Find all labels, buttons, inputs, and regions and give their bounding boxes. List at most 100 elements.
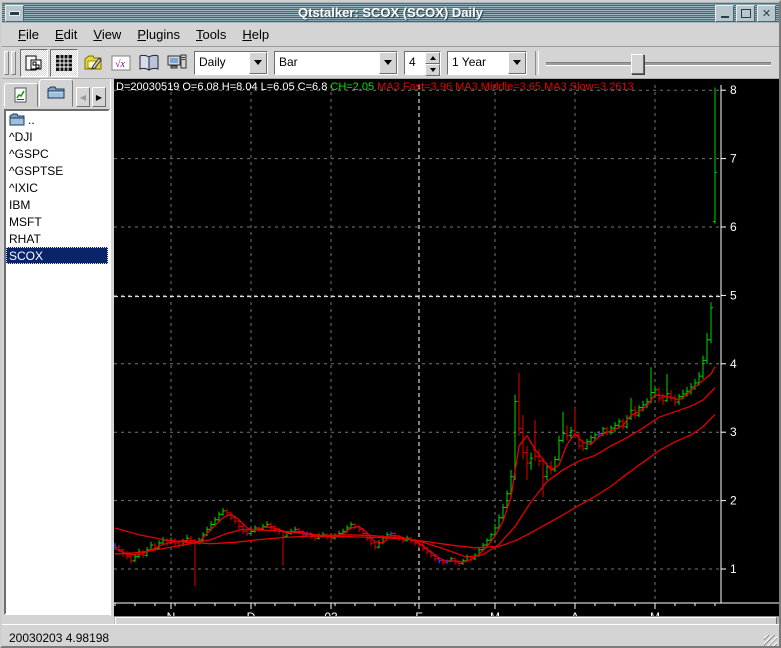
ohlc-bar — [541, 458, 545, 498]
side-panel-tabs: ◀ ▶ — [4, 79, 106, 107]
ohlc-bar — [701, 355, 705, 379]
ohlc-bar — [713, 87, 717, 224]
ohlc-bar — [221, 508, 225, 516]
info-segment: CH=2.05 — [330, 81, 378, 93]
ohlc-bar — [553, 456, 557, 472]
menu-edit[interactable]: Edit — [54, 27, 78, 42]
menu-file[interactable]: File — [18, 27, 39, 42]
ohlc-bar — [245, 529, 249, 537]
menu-plugins[interactable]: Plugins — [137, 27, 180, 42]
spin-down-icon[interactable] — [425, 63, 440, 76]
bar-spacing-spinbox[interactable]: 4 — [404, 50, 441, 76]
indicator-button[interactable]: √x — [108, 50, 134, 76]
ohlc-bar — [653, 385, 657, 398]
tab-charts[interactable] — [4, 83, 38, 107]
ohlc-bar — [529, 452, 533, 470]
toolbar: √x Daily Bar — [2, 47, 779, 79]
toolbar-grip[interactable] — [4, 50, 9, 75]
ohlc-bar — [641, 400, 645, 412]
ohlc-bar — [225, 508, 229, 516]
symbol-item-gspc[interactable]: ^GSPC — [9, 146, 49, 161]
y-tick-label: 3 — [730, 425, 737, 439]
edit-chart-button[interactable] — [80, 50, 106, 76]
slider-handle[interactable] — [631, 53, 644, 74]
ohlc-bar — [709, 302, 713, 344]
window-menu-icon — [9, 11, 20, 16]
ohlc-bar — [565, 425, 569, 441]
ohlc-bar — [237, 519, 241, 530]
ohlc-bar — [645, 398, 649, 409]
edit-chart-icon — [84, 55, 102, 70]
grid-toggle-button[interactable] — [50, 48, 78, 77]
quote-server-button[interactable] — [164, 50, 190, 76]
maximize-icon — [740, 9, 751, 18]
maximize-button[interactable] — [736, 5, 755, 22]
ohlc-bar — [485, 538, 489, 547]
info-segment: D=20030519 O=6.08 H=8.04 L=6.05 C=6.8 — [116, 81, 331, 93]
ohlc-bar — [537, 449, 541, 467]
y-tick-label: 2 — [730, 494, 737, 508]
close-button[interactable]: ✕ — [757, 5, 776, 22]
menu-bar: File Edit View Plugins Tools Help — [2, 23, 779, 47]
symbol-item-up[interactable]: .. — [6, 111, 108, 128]
ohlc-bar — [157, 540, 161, 550]
symbol-item-ixic[interactable]: ^IXIC — [9, 180, 38, 195]
ohlc-bar — [665, 374, 669, 403]
ohlc-bar — [613, 421, 617, 433]
resize-grip-icon[interactable] — [764, 635, 777, 646]
ohlc-bar — [585, 439, 589, 450]
window-menu-button[interactable] — [5, 5, 24, 22]
folder-icon — [9, 113, 25, 126]
data-window-button[interactable] — [136, 50, 162, 76]
spin-up-icon[interactable] — [425, 51, 440, 64]
y-tick-label: 4 — [730, 357, 737, 371]
ma-line-slow — [114, 413, 716, 549]
ohlc-bar — [577, 432, 581, 450]
y-tick-label: 8 — [730, 83, 737, 97]
menu-help[interactable]: Help — [242, 27, 270, 42]
chart-area[interactable]: D=20030519 O=6.08 H=8.04 L=6.05 C=6.8 CH… — [113, 79, 781, 624]
panel-layout-toggle-button[interactable] — [20, 48, 48, 77]
panel-layout-icon — [25, 55, 42, 70]
bar-spacing-value: 4 — [409, 54, 416, 69]
chevron-down-icon[interactable] — [249, 51, 267, 74]
data-window-book-icon — [139, 54, 159, 71]
tab-scroll-right-icon[interactable]: ▶ — [92, 87, 106, 107]
date-range-combobox[interactable]: 1 Year — [447, 50, 527, 75]
price-chart[interactable]: 87654321ND03FMAM — [113, 79, 781, 624]
slider-groove[interactable] — [546, 61, 771, 66]
symbol-item-ibm[interactable]: IBM — [9, 197, 31, 212]
menu-view[interactable]: View — [93, 27, 122, 42]
ohlc-bar — [129, 555, 133, 564]
symbol-item-gsptse[interactable]: ^GSPTSE — [9, 163, 64, 178]
toolbar-grip[interactable] — [11, 50, 16, 75]
ohlc-bar — [373, 541, 377, 550]
title-bar[interactable]: Qtstalker: SCOX (SCOX) Daily ✕ — [2, 2, 779, 23]
ohlc-bar — [229, 511, 233, 521]
menu-tools[interactable]: Tools — [195, 27, 227, 42]
ohlc-bar — [253, 525, 257, 533]
quote-server-icon — [167, 54, 187, 68]
compression-combobox[interactable]: Daily — [194, 50, 268, 75]
chevron-down-icon[interactable] — [508, 51, 526, 74]
ohlc-bar — [501, 504, 505, 520]
y-tick-label: 7 — [730, 152, 737, 166]
symbol-item-msft[interactable]: MSFT — [9, 214, 42, 229]
ohlc-bar — [589, 434, 593, 445]
tab-scroll-left-icon[interactable]: ◀ — [76, 87, 90, 107]
symbol-item-rhat[interactable]: RHAT — [9, 231, 41, 246]
symbol-item-scox[interactable]: SCOX — [6, 247, 108, 264]
symbol-item-dji[interactable]: ^DJI — [9, 129, 33, 144]
ohlc-bar — [525, 445, 529, 481]
ohlc-bar — [521, 415, 525, 460]
chevron-down-icon[interactable] — [379, 51, 397, 74]
chart-type-combobox[interactable]: Bar — [274, 50, 398, 75]
tab-groups[interactable] — [39, 79, 73, 107]
crosshair — [114, 85, 721, 603]
ohlc-bar — [657, 387, 661, 403]
pan-slider[interactable] — [546, 50, 771, 76]
ohlc-bar — [517, 372, 521, 436]
minimize-button[interactable] — [715, 5, 734, 22]
ohlc-bar — [509, 469, 513, 496]
ohlc-bar — [593, 432, 597, 441]
